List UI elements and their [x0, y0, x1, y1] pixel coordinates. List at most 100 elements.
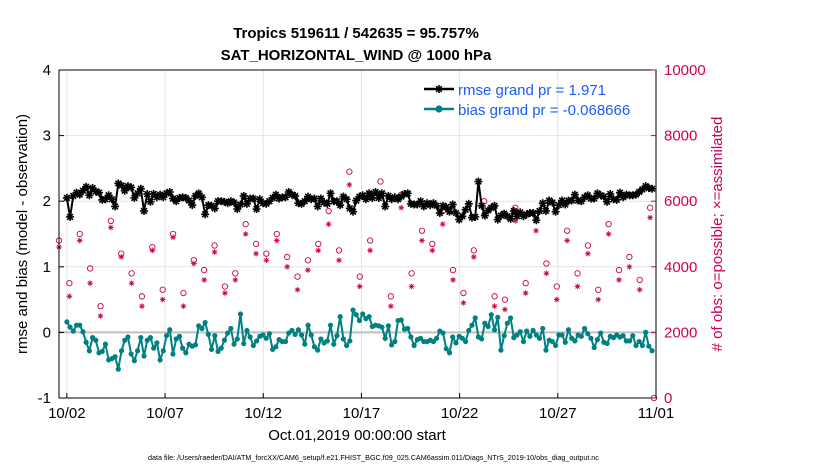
right-tick-label: 2000 [664, 324, 697, 341]
rmse-point [136, 184, 145, 193]
rmse-point [590, 194, 599, 203]
legend-rmse-marker [435, 85, 443, 93]
rmse-point [242, 199, 251, 208]
rmse-point [451, 209, 460, 218]
obs-possible-point [501, 296, 509, 303]
obs-assimilated-point [388, 303, 394, 309]
bias-point [266, 331, 273, 337]
obs-assimilated-point [76, 237, 83, 244]
left-tick-label: 2 [43, 193, 51, 210]
data-file-footer: data file: /Users/raeder/DAI/ATM_forcXX/… [148, 453, 599, 462]
bias-point [289, 327, 295, 334]
bias-point [533, 332, 539, 338]
rmse-point [349, 207, 358, 216]
bias-point [138, 335, 144, 341]
bias-point [366, 314, 372, 320]
obs-possible-point [563, 227, 571, 234]
rmse-point [201, 210, 210, 219]
obs-assimilated-point [553, 296, 560, 303]
bias-point [549, 338, 555, 345]
obs-possible-point [242, 221, 249, 228]
rmse-point [480, 211, 489, 220]
x-tick-label: 10/27 [539, 405, 577, 422]
rmse-point [377, 189, 386, 198]
bias-point [183, 350, 189, 356]
obs-assimilated-point [159, 296, 166, 303]
bias-point [218, 345, 224, 351]
bias-point [315, 347, 321, 353]
obs-possible-point [180, 289, 187, 297]
bias-point [247, 334, 253, 340]
obs-assimilated-point [605, 231, 612, 237]
obs-assimilated-point [471, 254, 477, 260]
rmse-point [66, 212, 75, 221]
rmse-point [230, 198, 239, 207]
bias-point [472, 315, 478, 321]
obs-assimilated-point [398, 204, 405, 211]
rmse-point [342, 195, 351, 204]
obs-assimilated-point [191, 260, 197, 267]
bias-point [495, 314, 501, 320]
bias-point [273, 344, 279, 350]
obs-possible-point [377, 178, 384, 185]
bias-point [154, 340, 160, 346]
left-axis-ticks: -1 0 1 2 3 4 [38, 62, 64, 407]
obs-possible-point [615, 266, 623, 274]
bias-point [228, 325, 234, 332]
x-axis-label: Oct.01,2019 00:00:00 start [268, 427, 446, 444]
bias-point [482, 320, 488, 326]
obs-possible-point [66, 280, 73, 287]
bias-point [479, 336, 485, 342]
obs-assimilated-point [647, 214, 653, 221]
obs-possible-point [595, 286, 602, 293]
obs-possible-point [335, 247, 343, 254]
obs-assimilated-point [263, 257, 270, 264]
obs-assimilated-point [626, 264, 633, 270]
bias-point [626, 338, 633, 344]
obs-possible-point [283, 253, 291, 261]
rmse-point [509, 207, 518, 216]
rmse-point [471, 212, 480, 221]
bias-series [64, 307, 655, 372]
rmse-point [310, 194, 319, 203]
obs-assimilated-point [408, 283, 415, 290]
rmse-point [381, 202, 390, 211]
bias-point [514, 332, 520, 338]
rmse-point [133, 189, 142, 198]
bias-point [604, 340, 610, 347]
obs-possible-point [429, 240, 436, 247]
rmse-point [326, 189, 335, 198]
bias-point [643, 329, 649, 335]
bias-point [77, 322, 83, 328]
left-tick-label: 0 [43, 324, 51, 341]
obs-possible-point [221, 283, 229, 290]
bias-point [382, 335, 388, 341]
bias-point [334, 333, 340, 339]
obs-assimilated-point [118, 254, 125, 260]
bias-point [147, 335, 154, 341]
bias-point [128, 351, 134, 357]
obs-assimilated-point [128, 280, 135, 286]
bias-point [636, 338, 642, 345]
right-axis-ticks: 0 2000 4000 6000 8000 10000 [651, 62, 706, 407]
obs-possible-point [273, 230, 280, 238]
obs-possible-point [304, 257, 312, 264]
right-axis-label: # of obs: o=possible; ×=assimilated [709, 117, 726, 352]
bias-point [520, 338, 527, 345]
bias-point [141, 353, 147, 359]
right-tick-label: 10000 [664, 62, 706, 79]
bias-point [491, 327, 498, 333]
rmse-point [82, 182, 91, 191]
bias-point [131, 358, 137, 364]
obs-assimilated-point [522, 290, 529, 296]
obs-assimilated-point [222, 290, 228, 296]
rmse-point [146, 197, 155, 206]
bias-point [485, 323, 491, 330]
obs-possible-point [128, 270, 135, 277]
obs-possible-point [449, 266, 457, 274]
bias-point [649, 348, 655, 354]
bias-point [93, 337, 99, 343]
bias-point [553, 342, 559, 349]
obs-assimilated-point [450, 277, 456, 283]
obs-assimilated-point [149, 247, 156, 254]
